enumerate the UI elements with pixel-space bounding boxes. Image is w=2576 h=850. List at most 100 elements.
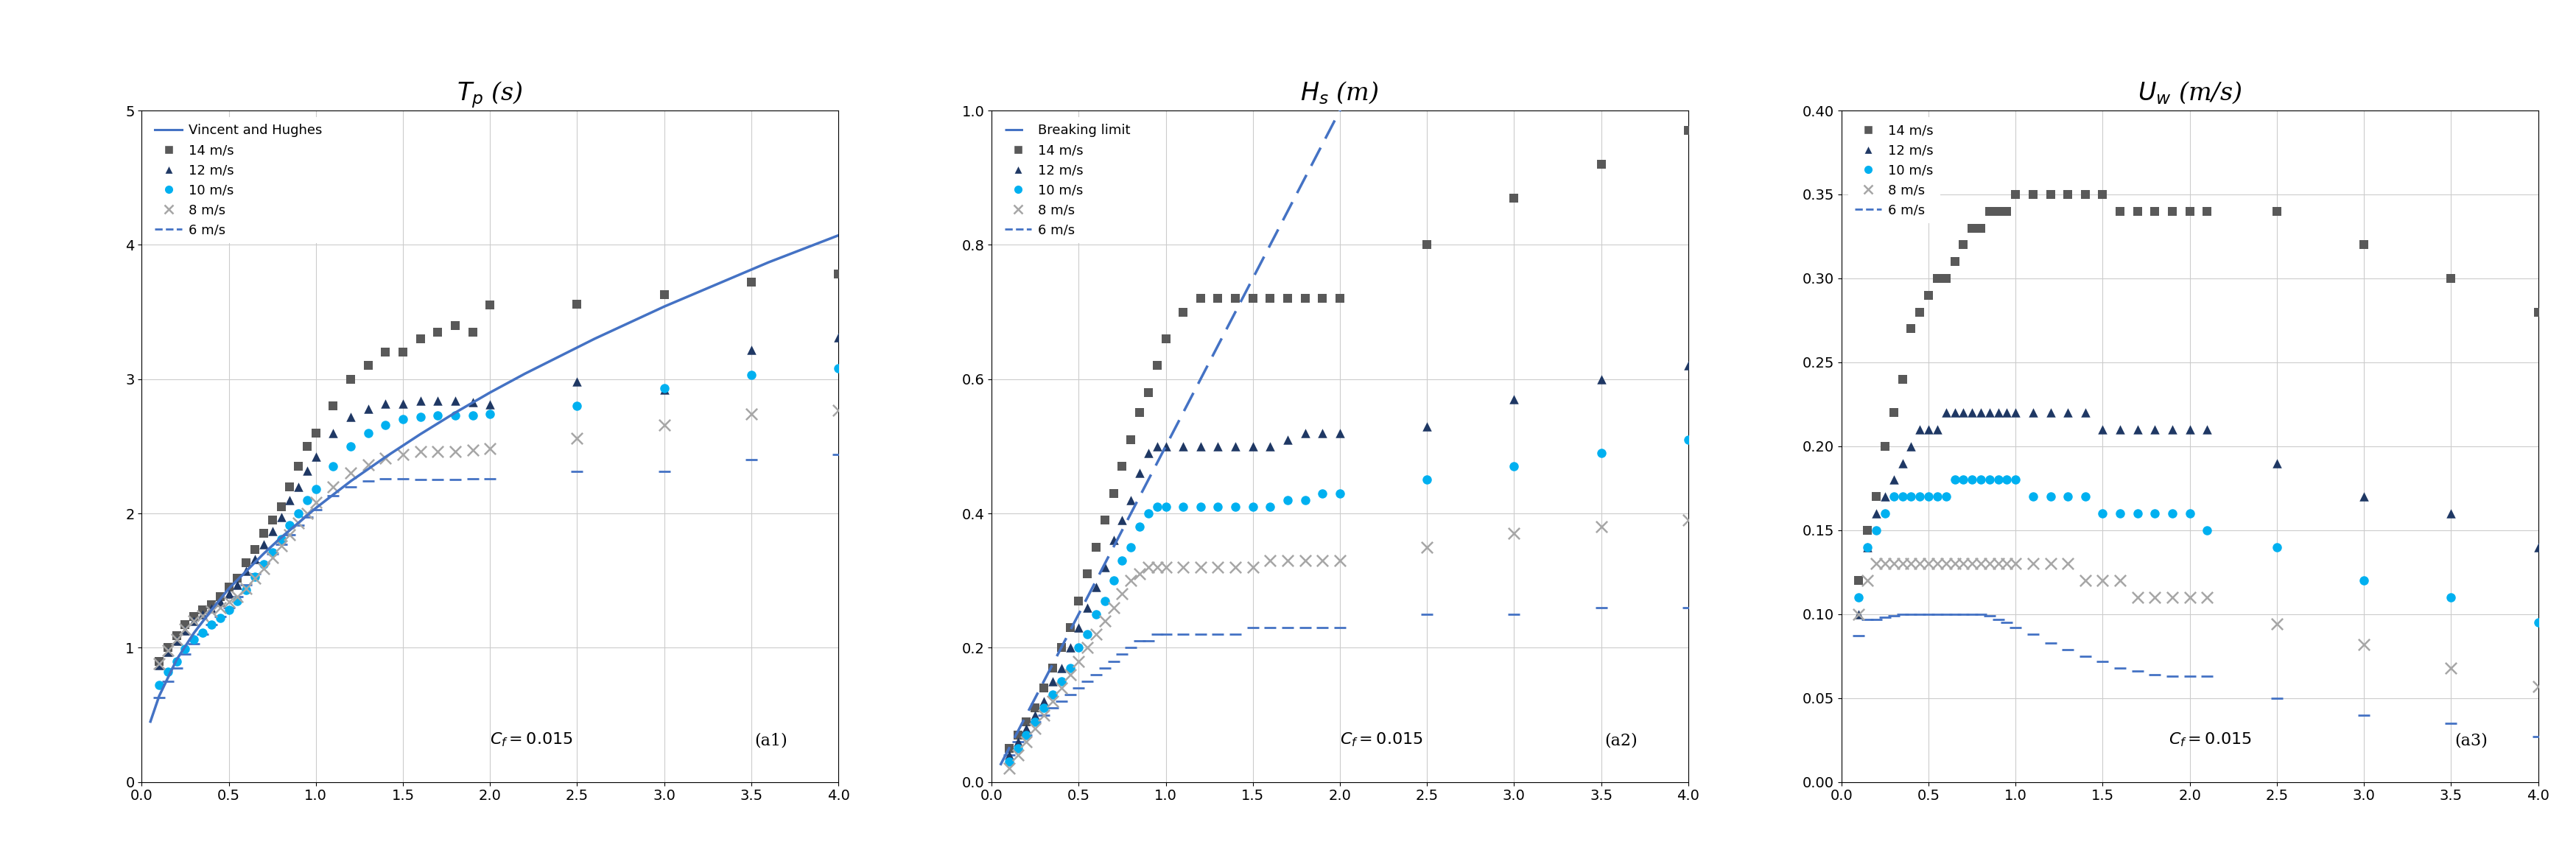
- Point: [2063, 188, 2105, 201]
- Point: [139, 690, 180, 704]
- Point: [216, 590, 258, 604]
- Point: [1986, 615, 2027, 629]
- Point: [1092, 534, 1133, 547]
- Point: [165, 648, 206, 661]
- Point: [1180, 292, 1221, 305]
- Text: $C_f = 0.015$: $C_f = 0.015$: [2169, 731, 2251, 749]
- Point: [2133, 591, 2174, 604]
- Point: [1976, 406, 2017, 420]
- Point: [381, 345, 422, 359]
- Point: [2342, 708, 2383, 722]
- Point: [2257, 205, 2298, 218]
- Point: [556, 432, 598, 445]
- Point: [1960, 557, 2002, 570]
- Point: [1899, 305, 1940, 319]
- Point: [1880, 607, 1922, 620]
- Point: [147, 675, 188, 689]
- Point: [417, 394, 459, 407]
- Point: [147, 665, 188, 678]
- Point: [286, 511, 327, 524]
- Point: [1110, 641, 1151, 654]
- Point: [1267, 553, 1309, 567]
- Point: [1880, 372, 1922, 386]
- Point: [1917, 607, 1958, 620]
- Point: [469, 442, 510, 456]
- Point: [260, 500, 301, 513]
- Point: [2099, 661, 2141, 675]
- Point: [1942, 238, 1984, 252]
- Point: [1873, 557, 1914, 570]
- Point: [252, 546, 294, 559]
- Point: [165, 643, 206, 656]
- Point: [2517, 615, 2558, 629]
- Point: [1950, 406, 1991, 420]
- Point: [417, 445, 459, 458]
- Point: [732, 453, 773, 467]
- Point: [1213, 500, 1255, 513]
- Point: [1976, 473, 2017, 486]
- Point: [1041, 681, 1082, 694]
- Point: [1899, 557, 1940, 570]
- Point: [330, 439, 371, 453]
- Point: [330, 372, 371, 386]
- Point: [989, 762, 1030, 775]
- Point: [1579, 157, 1620, 171]
- Point: [1283, 292, 1324, 305]
- Point: [1960, 473, 2002, 486]
- Point: [1873, 473, 1914, 486]
- Point: [2257, 541, 2298, 554]
- Point: [1213, 627, 1255, 641]
- Point: [366, 345, 407, 359]
- Point: [1249, 292, 1291, 305]
- Point: [989, 741, 1030, 756]
- Point: [1041, 675, 1082, 689]
- Point: [147, 645, 188, 659]
- Point: [1023, 694, 1064, 708]
- Point: [216, 594, 258, 608]
- Point: [1960, 221, 2002, 235]
- Point: [216, 571, 258, 585]
- Point: [198, 595, 240, 609]
- Point: [157, 634, 198, 648]
- Point: [2117, 507, 2159, 520]
- Point: [252, 547, 294, 560]
- Point: [381, 396, 422, 410]
- Point: [1074, 607, 1115, 620]
- Point: [817, 331, 858, 344]
- Point: [1128, 446, 1170, 460]
- Point: [296, 483, 337, 496]
- Point: [234, 543, 276, 557]
- Point: [435, 319, 477, 332]
- Point: [1005, 715, 1046, 728]
- Point: [1103, 587, 1144, 601]
- Point: [1899, 490, 1940, 503]
- Point: [2030, 636, 2071, 649]
- Point: [1144, 332, 1185, 346]
- Point: [1066, 627, 1108, 641]
- Point: [381, 447, 422, 461]
- Point: [1837, 591, 1878, 604]
- Point: [435, 445, 477, 458]
- Point: [997, 748, 1038, 762]
- Point: [1865, 507, 1906, 520]
- Point: [242, 527, 283, 541]
- Title: $T_p$ (s): $T_p$ (s): [456, 80, 523, 110]
- Point: [1198, 500, 1239, 513]
- Point: [1128, 634, 1170, 648]
- Point: [1118, 405, 1159, 419]
- Point: [209, 595, 250, 609]
- Point: [1579, 446, 1620, 460]
- Point: [173, 614, 214, 627]
- Point: [1873, 609, 1914, 622]
- Point: [2257, 691, 2298, 705]
- Point: [2048, 406, 2089, 420]
- Point: [1319, 486, 1360, 500]
- Point: [1855, 557, 1896, 570]
- Point: [2187, 422, 2228, 436]
- Point: [2117, 665, 2159, 678]
- Point: [1579, 520, 1620, 534]
- Point: [2187, 591, 2228, 604]
- Point: [1118, 634, 1159, 648]
- Point: [157, 654, 198, 668]
- Point: [2342, 574, 2383, 587]
